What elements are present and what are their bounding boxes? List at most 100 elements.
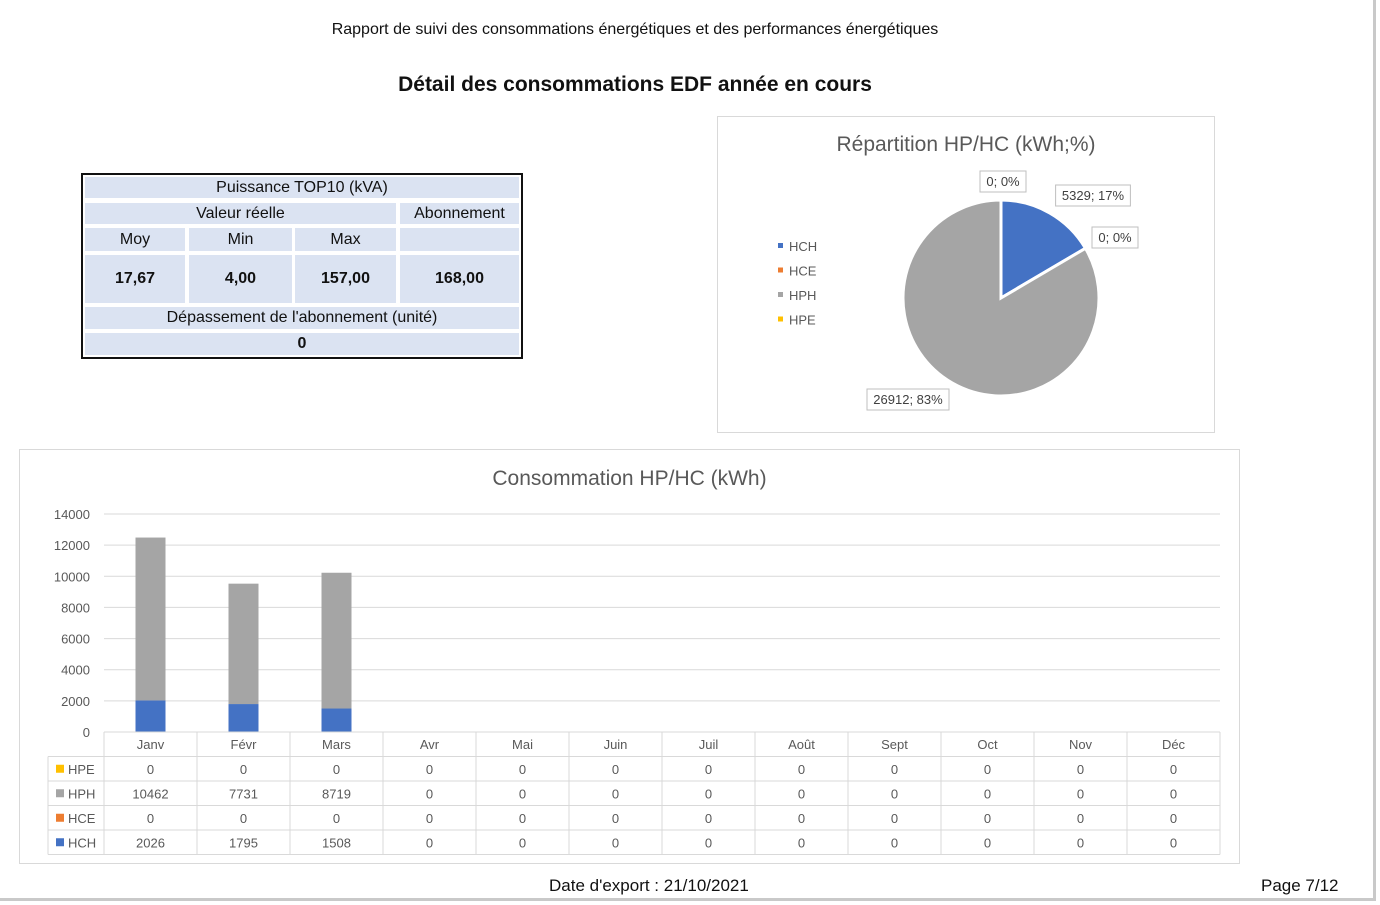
data-table-cell-hpe: 0 [612,762,619,777]
moy-value: 17,67 [85,255,185,303]
data-table-cell-hpe: 0 [1077,762,1084,777]
col-max-header: Max [295,228,396,251]
data-table-cell-hce: 0 [798,811,805,826]
bar-chart-title: Consommation HP/HC (kWh) [492,467,767,490]
data-table-cell-hce: 0 [891,811,898,826]
data-table-cell-hpe: 0 [798,762,805,777]
data-table-cell-hce: 0 [1077,811,1084,826]
export-date: Date d'export : 21/10/2021 [549,876,749,895]
data-table-cell-hch: 0 [612,835,619,850]
data-table-cell-hch: 0 [519,835,526,850]
data-table-cell-hpe: 0 [426,762,433,777]
bar-y-tick-label: 4000 [61,663,90,678]
pie-data-label-box-hph [866,388,950,411]
data-table-cell-hph: 7731 [229,786,258,801]
data-table-cell-hce: 0 [147,811,154,826]
min-value: 4,00 [189,255,292,303]
bar-chart: 0 2000 4000 6000 8000 10000 12000 14000 Janv Févr… [47,507,1221,855]
real-value-header: Valeur réelle [85,203,396,224]
bar-category-label: Nov [1069,737,1093,752]
data-table-cell-hpe: 0 [891,762,898,777]
bar-category-label: Juil [699,737,719,752]
section-title: Détail des consommations EDF année en co… [398,73,872,96]
pie-legend-swatch-hce [778,267,783,273]
data-table-cell-hpe: 0 [333,762,340,777]
data-table-series-label-hpe: HPE [68,762,95,777]
bar-category-label: Févr [231,737,258,752]
bar-y-tick-label: 14000 [54,507,90,522]
data-table-cell-hph: 10462 [132,786,168,801]
data-table-cell-hpe: 0 [519,762,526,777]
pie-data-label-box-hce [979,170,1027,193]
bar-category-label: Janv [137,737,165,752]
pie-chart-box: Répartition HP/HC (kWh;%) HCH HCE HPH HPE 53… [717,116,1215,433]
data-table-cell-hch: 1508 [322,835,351,850]
pie-slice-hch [999,198,1088,301]
bar-hch-janv [135,700,166,732]
data-table-cell-hce: 0 [984,811,991,826]
pie-chart: HCH HCE HPH HPE 5329; 17% 0; 0% 26912; 83% 0; 0… [778,170,1139,411]
bar-chart-box: Consommation HP/HC (kWh) 0 2000 4000 6000 80… [19,449,1240,864]
bar-hph-janv [135,537,166,701]
subscription-value: 168,00 [400,255,519,303]
data-table-cell-hph: 0 [1077,786,1084,801]
data-table-cell-hch: 0 [891,835,898,850]
data-table-cell-hph: 8719 [322,786,351,801]
bar-category-label: Mars [322,737,351,752]
data-table-cell-hce: 0 [426,811,433,826]
data-table-series-label-hce: HCE [68,811,96,826]
data-table-cell-hch: 0 [705,835,712,850]
bar-category-label: Août [788,737,815,752]
data-table-cell-hph: 0 [426,786,433,801]
pie-slice-hph [901,198,1101,398]
bar-hch-févr [228,704,259,732]
pie-legend-label-hce: HCE [789,264,817,279]
bar-hch-mars [321,708,352,732]
data-table-cell-hpe: 0 [984,762,991,777]
pie-legend-label-hph: HPH [789,288,816,303]
data-table-cell-hce: 0 [612,811,619,826]
data-table-cell-hch: 1795 [229,835,258,850]
max-value: 157,00 [295,255,396,303]
pie-data-label-hch: 5329; 17% [1062,188,1125,203]
data-table-swatch-hph [56,789,64,798]
pie-data-label-hce: 0; 0% [986,174,1020,189]
data-table-cell-hph: 0 [612,786,619,801]
data-table-cell-hch: 2026 [136,835,165,850]
pie-legend-swatch-hpe [778,316,783,322]
page-number: Page 7/12 [1261,876,1339,895]
pie-data-label-box-hpe [1091,226,1139,249]
bar-category-label: Avr [420,737,440,752]
pie-legend-swatch-hch [778,243,783,248]
data-table-swatch-hce [56,813,64,822]
data-table-swatch-hch [56,838,64,847]
bar-category-label: Oct [977,737,998,752]
power-table: Puissance TOP10 (kVA) Valeur réelle Abon… [81,173,523,359]
data-table-series-label-hph: HPH [68,786,95,801]
data-table-swatch-hpe [56,764,64,773]
bar-y-tick-label: 12000 [54,538,90,553]
data-table-cell-hpe: 0 [705,762,712,777]
pie-data-label-hph: 26912; 83% [873,392,943,407]
data-table-cell-hce: 0 [333,811,340,826]
data-table-cell-hch: 0 [1170,835,1177,850]
report-title: Rapport de suivi des consommations énerg… [331,21,939,38]
data-table-cell-hph: 0 [891,786,898,801]
pie-legend-label-hpe: HPE [789,313,816,328]
overrun-label: Dépassement de l'abonnement (unité) [85,307,519,329]
data-table-cell-hce: 0 [1170,811,1177,826]
bar-y-tick-label: 6000 [61,632,90,647]
pie-legend-label-hch: HCH [789,239,817,254]
data-table-cell-hce: 0 [519,811,526,826]
data-table-cell-hch: 0 [798,835,805,850]
col-subscription-blank [400,228,519,251]
bar-y-tick-label: 0 [83,725,90,740]
data-table-cell-hpe: 0 [240,762,247,777]
bar-category-label: Déc [1162,737,1186,752]
data-table-cell-hph: 0 [519,786,526,801]
subscription-header: Abonnement [400,203,519,224]
bar-y-tick-label: 10000 [54,569,90,584]
data-table-cell-hph: 0 [984,786,991,801]
data-table-cell-hpe: 0 [147,762,154,777]
